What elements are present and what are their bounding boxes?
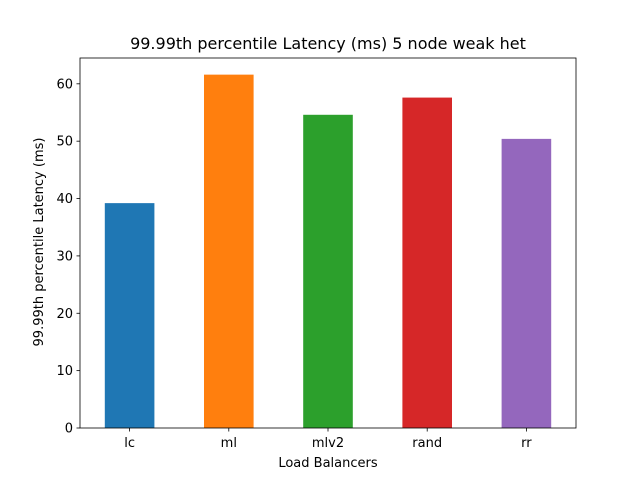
y-tick-label: 30 bbox=[56, 249, 73, 264]
x-tick-label: rr bbox=[521, 436, 532, 451]
y-tick-label: 60 bbox=[56, 77, 73, 92]
bar-ml bbox=[204, 74, 254, 428]
y-tick-label: 40 bbox=[56, 192, 73, 207]
bar-rand bbox=[402, 97, 452, 428]
bar-mlv2 bbox=[303, 114, 353, 428]
chart-title: 99.99th percentile Latency (ms) 5 node w… bbox=[130, 34, 526, 53]
x-tick-label: mlv2 bbox=[312, 436, 344, 451]
y-tick-label: 20 bbox=[56, 307, 73, 322]
y-axis-label: 99.99th percentile Latency (ms) bbox=[32, 138, 47, 347]
x-tick-label: ml bbox=[221, 436, 237, 451]
x-tick-label: rand bbox=[412, 436, 442, 451]
plot-area: 0 10 20 30 40 50 60 lc ml mlv2 rand rr bbox=[56, 57, 577, 451]
y-tick-label: 10 bbox=[56, 364, 73, 379]
bar-lc bbox=[104, 203, 155, 428]
x-tick-label: lc bbox=[124, 436, 135, 451]
bar-rr bbox=[501, 138, 552, 428]
y-tick-label: 50 bbox=[56, 135, 73, 150]
y-tick-label: 0 bbox=[65, 422, 73, 437]
x-axis-label: Load Balancers bbox=[278, 456, 378, 471]
